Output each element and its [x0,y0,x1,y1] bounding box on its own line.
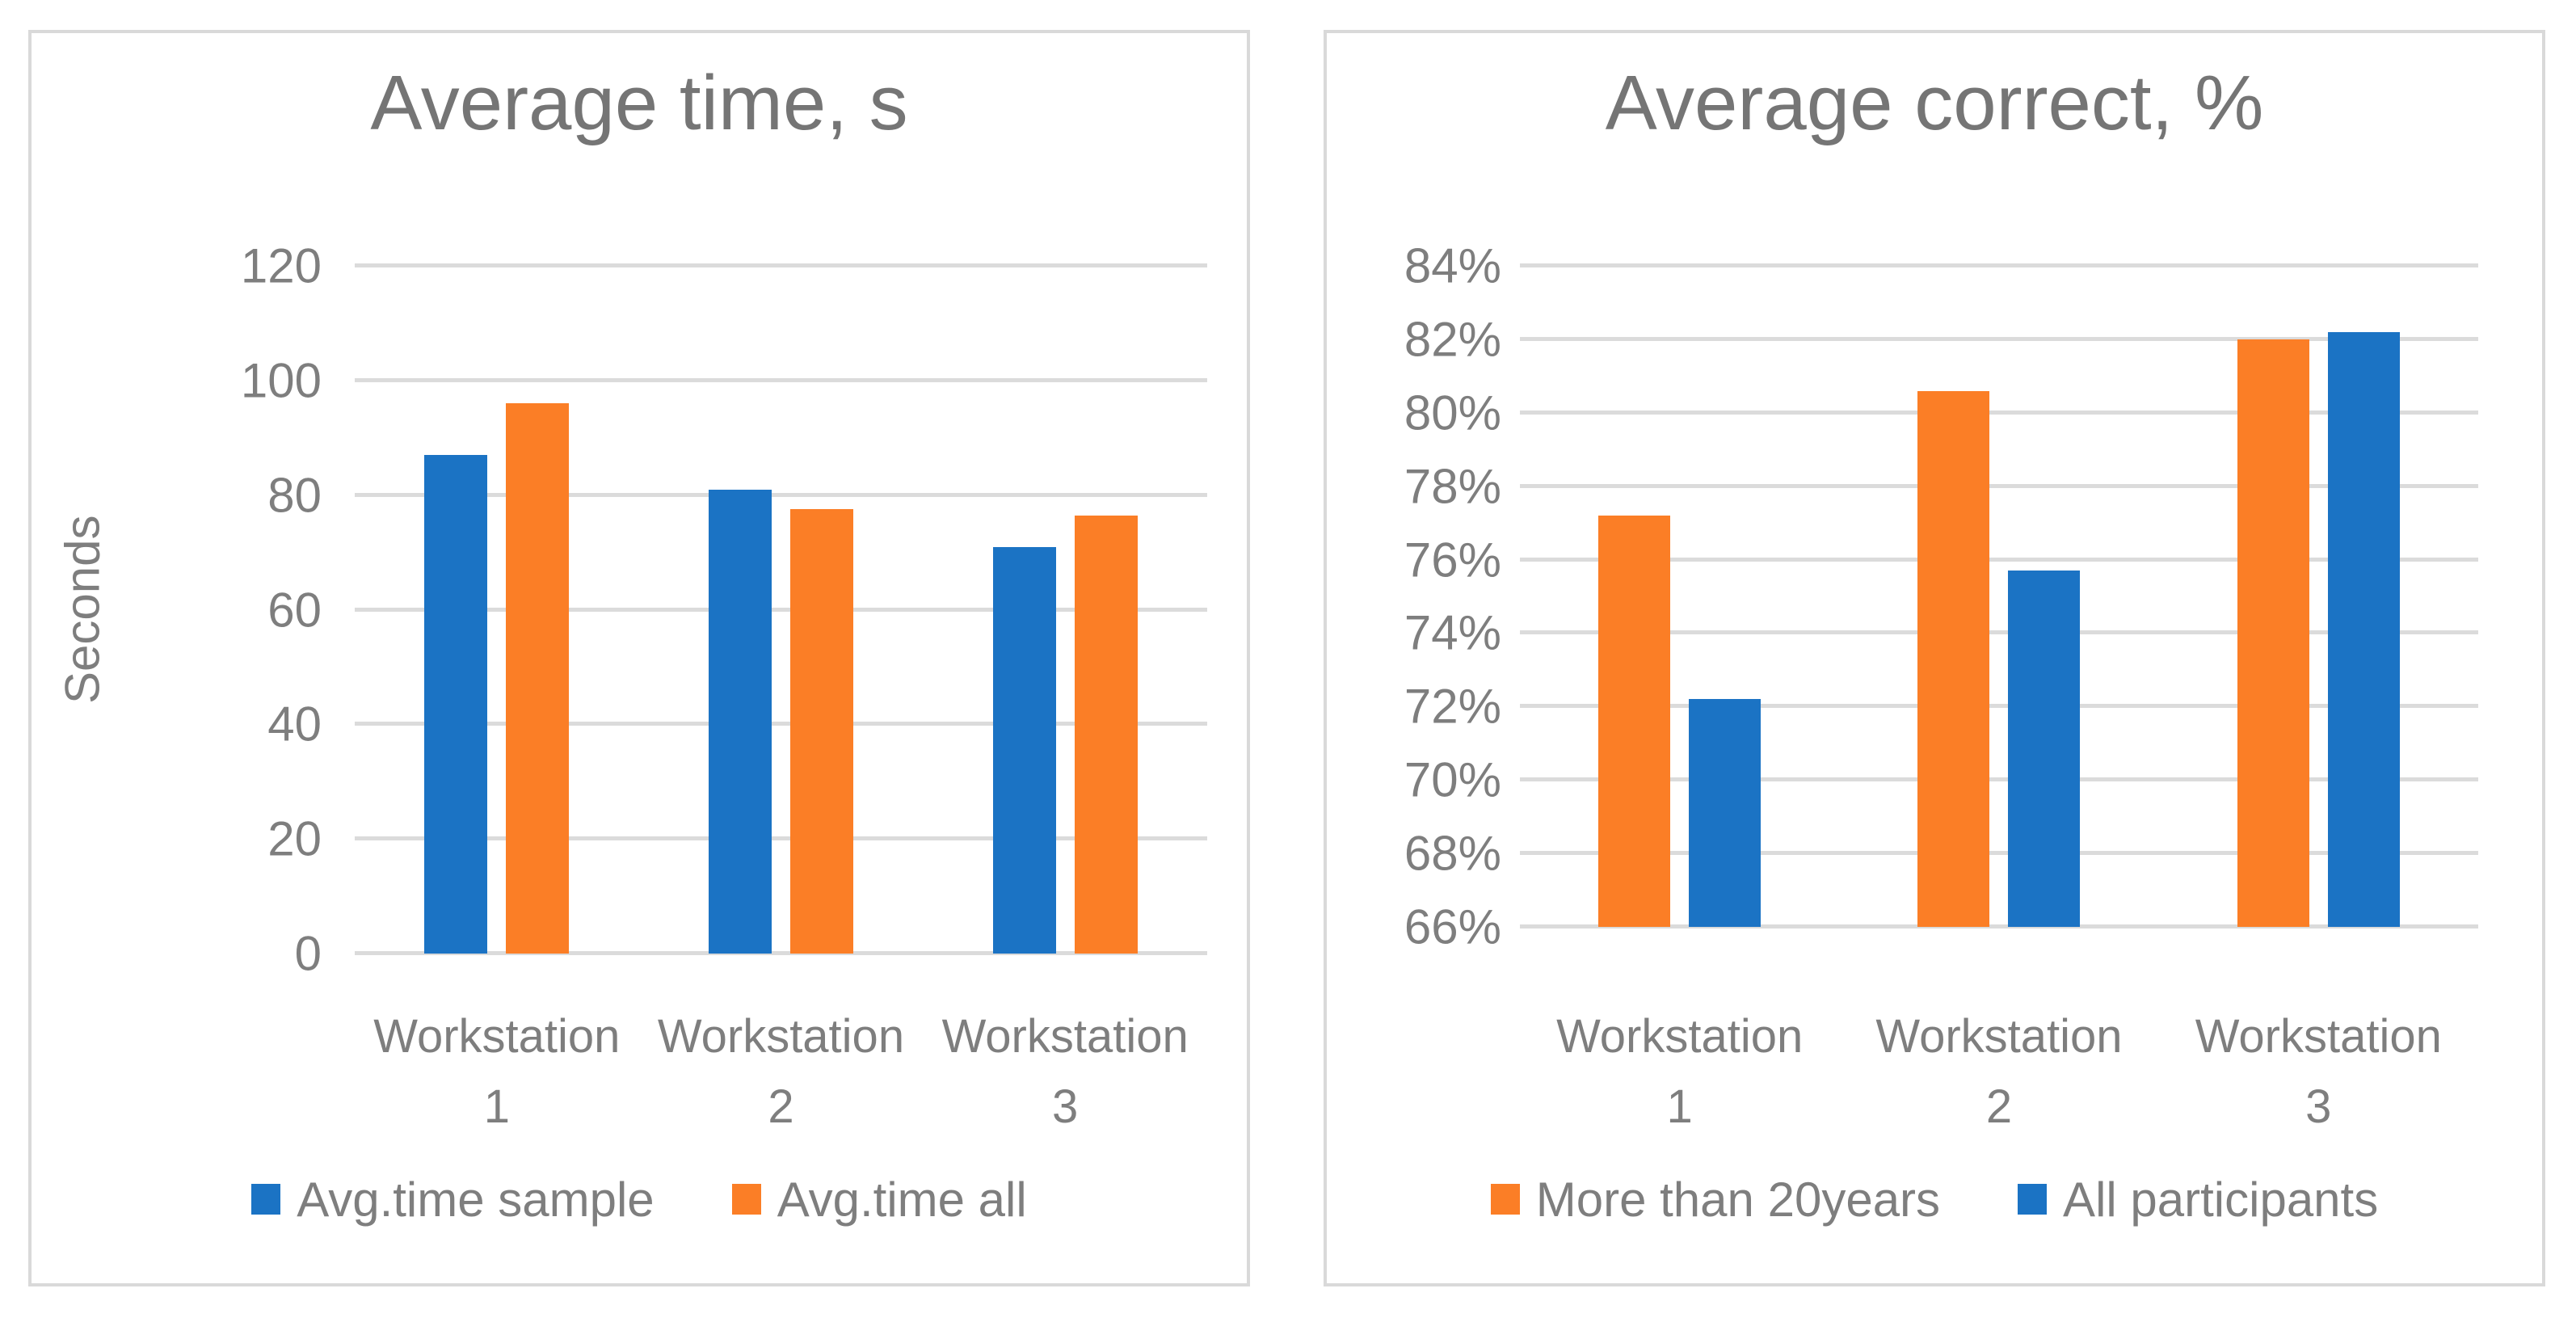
chart-panel-average-correct: Average correct, % 66% 68% 70% 72% 74% 76% 78%… [1324,30,2545,1286]
bar [2237,339,2309,927]
y-axis-tick-labels: 66% 68% 70% 72% 74% 76% 78% 80% 82% 84% [1327,239,1501,954]
plot-area [1520,263,2478,928]
category-label: Workstation 1 [373,1010,621,1133]
bar [1074,516,1138,954]
y-axis-tick-labels: 0 20 40 60 80 100 120 [32,239,322,981]
gridline [1520,630,2478,635]
legend: Avg.time sample Avg.time all [32,1163,1247,1236]
y-tick-label: 100 [240,353,322,408]
bar [2008,571,2081,927]
gridline [1520,410,2478,415]
legend-label: Avg.time sample [297,1172,655,1227]
y-tick-label: 20 [267,811,322,866]
category-label: Workstation 1 [1556,1010,1804,1133]
category-label: Workstation 2 [1875,1010,2123,1133]
category-slot [1839,266,2158,927]
plot-area [355,263,1207,955]
legend-swatch-icon [251,1184,281,1215]
gridline [355,607,1207,612]
x-axis-category-labels: Workstation 1 Workstation 2 Workstation 3 [1520,1001,2478,1142]
category-label: Workstation 3 [941,1010,1189,1133]
chart-title: Average correct, % [1605,60,2264,146]
y-tick-label: 74% [1404,605,1501,660]
gridline [1520,336,2478,341]
gridline [355,951,1207,955]
bar [1598,516,1671,927]
gridline [355,263,1207,267]
bar [2327,331,2400,927]
y-tick-label: 76% [1404,533,1501,587]
bar [424,455,488,954]
gridline [355,492,1207,497]
gridline [1520,263,2478,267]
y-tick-label: 80 [267,468,322,523]
chart-panel-average-time: Average time, s Seconds 0 20 40 60 80 100 120 … [28,30,1250,1286]
gridline [1520,483,2478,488]
gridline [1520,777,2478,782]
bar [790,508,853,954]
legend-swatch-icon [2018,1184,2048,1215]
legend-label: Avg.time all [777,1172,1027,1227]
category-label: Workstation 3 [2195,1010,2442,1133]
legend: More than 20years All participants [1327,1163,2542,1236]
gridline [1520,557,2478,562]
x-axis-category-labels: Workstation 1 Workstation 2 Workstation 3 [355,1001,1207,1142]
y-tick-label: 80% [1404,385,1501,440]
y-tick-label: 84% [1404,238,1501,293]
bar [1689,699,1762,927]
y-tick-label: 40 [267,697,322,752]
bar [1917,390,1990,927]
category-label: Workstation 2 [657,1010,905,1133]
gridline [355,722,1207,726]
gridline [1520,704,2478,709]
legend-item: Avg.time sample [251,1172,655,1227]
legend-swatch-icon [731,1184,761,1215]
legend-label: All participants [2063,1172,2379,1227]
category-slot [639,266,924,954]
category-slot [355,266,639,954]
bar [709,489,772,954]
category-slot [2159,266,2478,927]
category-slot [1520,266,1839,927]
y-tick-label: 0 [294,926,322,981]
y-tick-label: 82% [1404,312,1501,367]
gridline [355,836,1207,841]
category-slot [923,266,1207,954]
legend-item: Avg.time all [731,1172,1027,1227]
legend-item: More than 20years [1490,1172,1941,1227]
bar [506,403,570,954]
bars-layer [355,266,1207,954]
y-tick-label: 60 [267,583,322,637]
legend-label: More than 20years [1535,1172,1941,1227]
bar [992,546,1056,954]
legend-swatch-icon [1490,1184,1520,1215]
y-tick-label: 72% [1404,679,1501,734]
bars-layer [1520,266,2478,927]
y-tick-label: 70% [1404,752,1501,807]
y-tick-label: 68% [1404,826,1501,881]
gridline [1520,924,2478,928]
gridline [355,377,1207,382]
y-tick-label: 78% [1404,459,1501,514]
gridline [1520,851,2478,856]
chart-title: Average time, s [370,60,908,146]
legend-item: All participants [2018,1172,2378,1227]
y-tick-label: 66% [1404,899,1501,954]
y-tick-label: 120 [240,238,322,293]
